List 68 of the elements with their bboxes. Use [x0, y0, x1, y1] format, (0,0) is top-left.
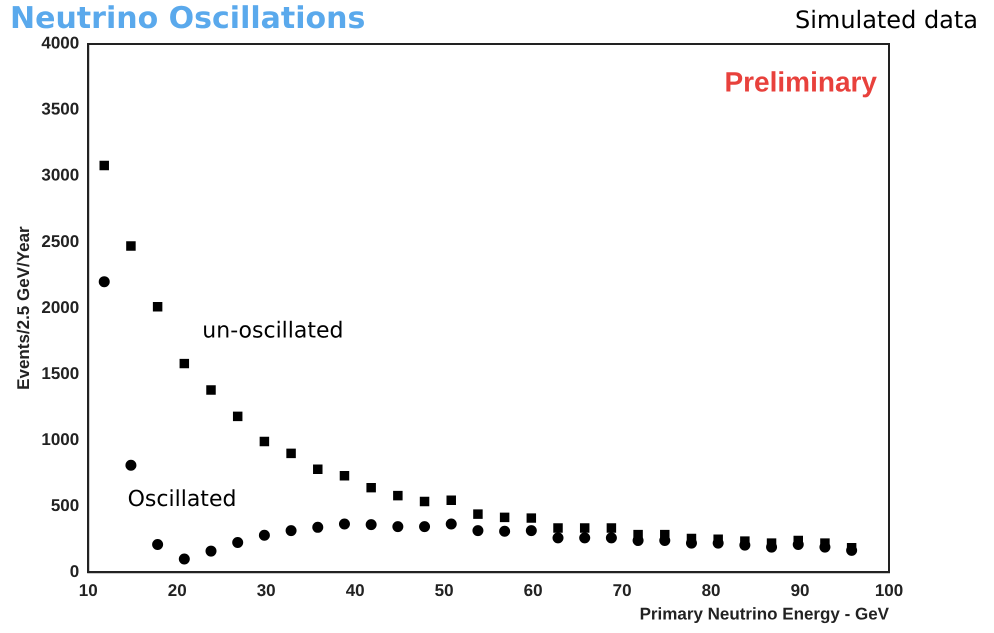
- y-tick-label: 4000: [41, 34, 80, 53]
- y-tick-label: 3500: [41, 100, 80, 119]
- x-tick-label: 50: [434, 581, 454, 600]
- point: [286, 525, 297, 536]
- point: [313, 464, 323, 474]
- point: [393, 490, 403, 500]
- point: [446, 495, 456, 505]
- chart-title: Neutrino Oscillations: [10, 0, 366, 36]
- point: [606, 523, 616, 533]
- point: [258, 530, 270, 541]
- series-label: Oscillated: [128, 487, 236, 512]
- y-tick-label: 2000: [41, 298, 80, 317]
- point: [580, 523, 590, 533]
- point: [180, 358, 190, 368]
- point: [366, 519, 377, 530]
- point: [99, 160, 109, 170]
- point: [472, 525, 484, 536]
- point: [286, 448, 296, 458]
- point: [152, 538, 164, 550]
- point: [499, 526, 510, 537]
- text: Simulated data: [795, 6, 978, 34]
- point: [338, 518, 350, 530]
- x-tick-label: 80: [702, 581, 721, 600]
- point: [98, 276, 110, 288]
- x-tick-label: 60: [524, 581, 543, 600]
- point: [125, 460, 136, 471]
- point: [340, 471, 350, 481]
- y-tick-label: 3000: [41, 166, 80, 185]
- point: [420, 496, 430, 506]
- point: [260, 436, 270, 446]
- point: [366, 482, 376, 492]
- point: [579, 532, 590, 544]
- x-tick-label: 70: [612, 581, 632, 600]
- point: [232, 412, 242, 422]
- annotation: Preliminary: [724, 66, 878, 98]
- y-tick-label: 2500: [41, 232, 80, 251]
- y-tick-label: 500: [50, 496, 80, 515]
- y-tick-label: 1000: [41, 430, 80, 449]
- x-tick-label: 30: [256, 581, 276, 600]
- point: [419, 521, 430, 532]
- y-axis-title: Events/2.5 GeV/Year: [14, 226, 33, 390]
- point: [526, 513, 536, 523]
- x-tick-label: 90: [790, 581, 810, 600]
- point: [660, 530, 670, 540]
- point: [446, 518, 457, 530]
- x-tick-label: 20: [168, 581, 187, 600]
- point: [553, 523, 563, 533]
- point: [526, 525, 537, 536]
- series-label: un-oscillated: [202, 318, 344, 344]
- point: [473, 509, 483, 519]
- x-axis-title: Primary Neutrino Energy - GeV: [640, 604, 890, 624]
- point: [178, 553, 190, 564]
- point: [312, 522, 324, 533]
- x-tick-label: 40: [346, 581, 365, 600]
- point: [206, 546, 217, 557]
- y-tick-label: 0: [70, 562, 80, 581]
- x-tick-label: 10: [78, 581, 98, 600]
- y-tick-label: 1500: [41, 364, 80, 383]
- point: [232, 536, 244, 548]
- point: [206, 385, 216, 395]
- point: [500, 512, 510, 522]
- point: [126, 241, 136, 251]
- point: [552, 532, 564, 544]
- point: [633, 530, 643, 540]
- point: [606, 532, 617, 544]
- x-tick-label: 100: [874, 581, 904, 600]
- point: [392, 521, 404, 532]
- point: [152, 302, 162, 312]
